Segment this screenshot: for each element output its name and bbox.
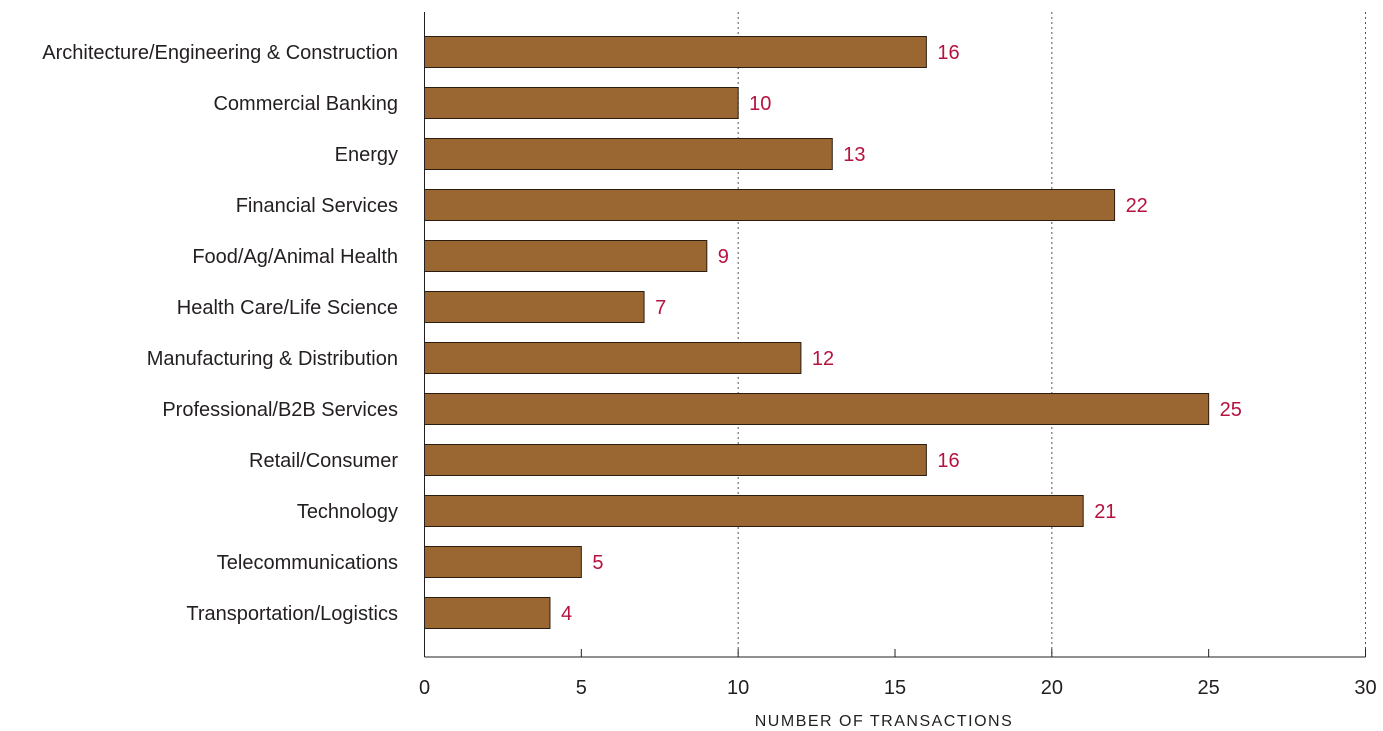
x-tick-label-25: 25 (1198, 677, 1220, 699)
category-label-7: Professional/B2B Services (162, 399, 398, 421)
x-tick-label-5: 5 (576, 677, 587, 699)
category-label-8: Retail/Consumer (249, 450, 398, 472)
bar-0 (424, 36, 927, 68)
value-label-5: 7 (655, 297, 666, 319)
category-label-5: Health Care/Life Science (177, 297, 398, 319)
value-label-0: 16 (937, 42, 959, 64)
value-label-9: 21 (1094, 501, 1116, 523)
value-label-4: 9 (718, 246, 729, 268)
category-label-2: Energy (335, 144, 398, 166)
category-label-1: Commercial Banking (213, 93, 398, 115)
category-label-11: Transportation/Logistics (186, 603, 398, 625)
x-tick-label-0: 0 (419, 677, 430, 699)
bar-7 (424, 393, 1210, 425)
value-label-3: 22 (1126, 195, 1148, 217)
category-labels: Architecture/Engineering & Construction C… (42, 42, 398, 625)
x-axis-title: NUMBER OF TRANSACTIONS (755, 713, 1014, 730)
value-label-8: 16 (937, 450, 959, 472)
value-labels: 16 10 13 22 9 7 12 25 16 21 5 4 (561, 42, 1242, 625)
value-label-7: 25 (1220, 399, 1242, 421)
category-label-10: Telecommunications (217, 552, 398, 574)
bar-5 (424, 291, 645, 323)
value-label-1: 10 (749, 93, 771, 115)
bars (424, 36, 1210, 629)
grid-lines (737, 12, 1366, 657)
value-label-6: 12 (812, 348, 834, 370)
bar-8 (424, 444, 927, 476)
category-label-3: Financial Services (236, 195, 398, 217)
bar-3 (424, 189, 1116, 221)
category-label-0: Architecture/Engineering & Construction (42, 42, 398, 64)
x-tick-label-15: 15 (884, 677, 906, 699)
value-label-10: 5 (592, 552, 603, 574)
bar-9 (424, 495, 1084, 527)
category-label-9: Technology (297, 501, 398, 523)
x-tick-label-10: 10 (727, 677, 749, 699)
x-tick-label-30: 30 (1354, 677, 1376, 699)
bar-6 (424, 342, 802, 374)
x-tick-label-20: 20 (1041, 677, 1063, 699)
category-label-6: Manufacturing & Distribution (147, 348, 398, 370)
value-label-11: 4 (561, 603, 572, 625)
bar-1 (424, 87, 739, 119)
bar-2 (424, 138, 833, 170)
axes (424, 12, 1366, 658)
bar-10 (424, 546, 582, 578)
x-tick-labels: 0 5 10 15 20 25 30 (419, 677, 1377, 699)
bar-4 (424, 240, 708, 272)
value-label-2: 13 (843, 144, 865, 166)
category-label-4: Food/Ag/Animal Health (192, 246, 398, 268)
bar-11 (424, 597, 551, 629)
